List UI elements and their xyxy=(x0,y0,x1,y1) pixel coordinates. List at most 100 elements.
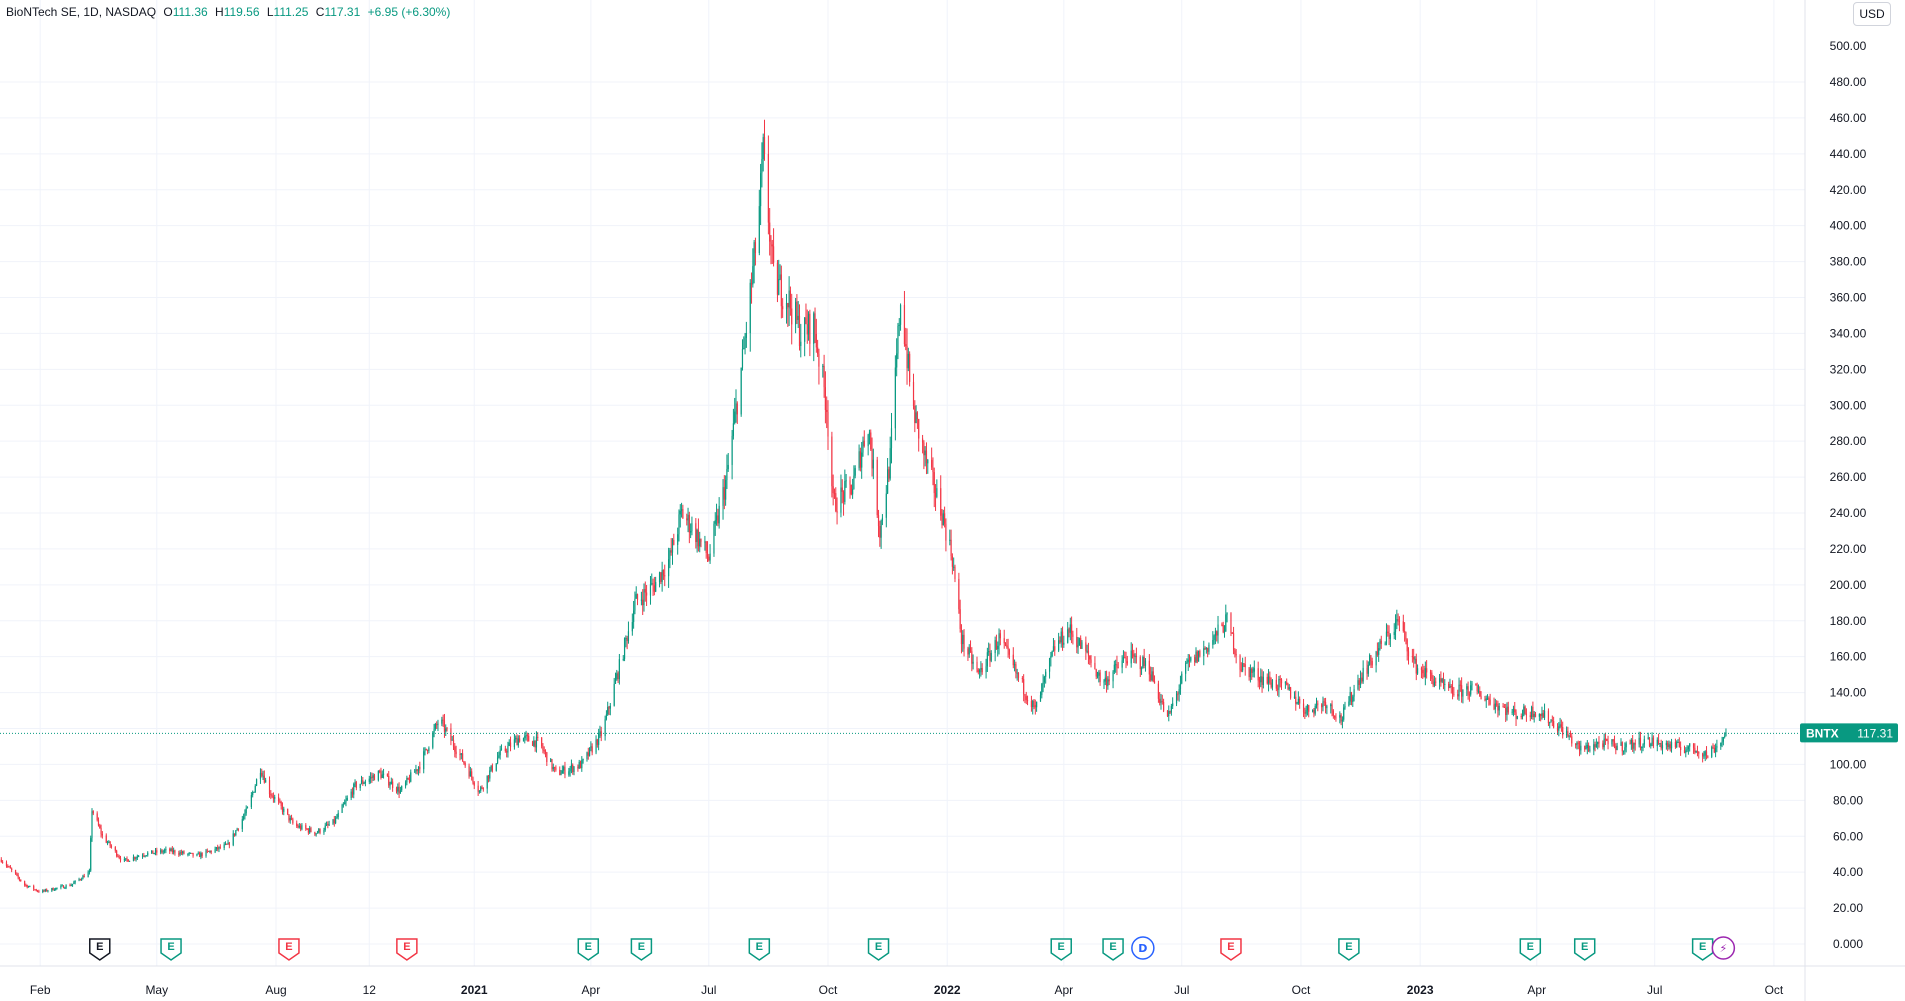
candle-body xyxy=(972,661,974,664)
candle-body xyxy=(945,523,947,541)
candle-body xyxy=(1235,654,1237,656)
candle-body xyxy=(1515,712,1517,719)
candle-body xyxy=(1494,703,1496,710)
candle-body xyxy=(1279,678,1281,680)
earnings-marker[interactable]: E xyxy=(1102,938,1124,961)
candle-body xyxy=(971,651,973,664)
candle-body xyxy=(183,851,185,854)
earnings-marker[interactable]: E xyxy=(396,938,418,961)
candle-body xyxy=(1297,698,1299,704)
candle-body xyxy=(678,514,680,535)
candle-body xyxy=(332,819,334,825)
earnings-marker[interactable]: E xyxy=(1220,938,1242,961)
candle-body xyxy=(636,594,639,600)
earnings-marker[interactable]: E xyxy=(160,938,182,961)
symbol-name[interactable]: BioNTech SE, 1D, NASDAQ xyxy=(6,5,157,19)
candle-body xyxy=(772,246,775,263)
candle-body xyxy=(526,735,528,737)
candle-body xyxy=(1632,739,1634,749)
earnings-marker[interactable]: E xyxy=(577,938,600,961)
candle-body xyxy=(219,846,221,848)
candle-body xyxy=(265,780,267,783)
x-tick-label: 12 xyxy=(363,983,377,997)
candle-body xyxy=(433,728,435,733)
candle-body xyxy=(962,634,964,645)
candle-body xyxy=(1459,684,1461,686)
earnings-marker[interactable]: E xyxy=(748,938,771,961)
candle-body xyxy=(1638,737,1640,745)
candle-body xyxy=(1161,701,1163,703)
high-label: H xyxy=(215,5,224,19)
symbol-legend: BioNTech SE, 1D, NASDAQ O111.36 H119.56 … xyxy=(6,5,454,19)
candle-body xyxy=(1533,713,1535,717)
candle-body xyxy=(1063,642,1065,645)
candle-body xyxy=(1115,664,1117,666)
candle-body xyxy=(1122,657,1125,661)
candle-body xyxy=(1498,705,1500,711)
candle-body xyxy=(218,846,220,850)
candle-body xyxy=(1376,651,1378,655)
earnings-marker[interactable]: E xyxy=(630,938,653,961)
candle-body xyxy=(915,412,917,424)
candle-body xyxy=(1190,657,1192,661)
candle-body xyxy=(862,440,864,453)
candle-body xyxy=(261,772,263,776)
candle-body xyxy=(591,746,593,753)
candle-body xyxy=(789,290,792,309)
dividend-marker[interactable]: D xyxy=(1131,936,1155,960)
candle-body xyxy=(1344,706,1346,708)
split-marker[interactable]: ⚡ xyxy=(1711,936,1736,960)
earnings-marker[interactable]: E xyxy=(867,938,890,961)
candle-body xyxy=(1512,708,1515,712)
candle-body xyxy=(1280,679,1283,684)
candle-body xyxy=(327,824,329,826)
candle-body xyxy=(779,274,781,279)
earnings-marker[interactable]: E xyxy=(1519,938,1542,961)
time-axis[interactable]: Feb May Aug 12 2021 Apr Jul Oct 2022 Apr Jul Oct 202… xyxy=(30,983,1784,997)
candle-body xyxy=(469,771,471,777)
earnings-marker[interactable]: E xyxy=(1573,938,1596,961)
candle-body xyxy=(1525,713,1528,716)
earnings-marker[interactable]: E xyxy=(89,938,111,961)
candle-body xyxy=(1324,702,1327,709)
price-axis[interactable]: 0.00020.0040.0060.0080.00100.00120.00140… xyxy=(1830,39,1867,951)
earnings-marker-label: E xyxy=(1527,941,1534,953)
candle-body xyxy=(1108,679,1110,682)
candle-body xyxy=(1416,668,1419,674)
earnings-marker[interactable]: E xyxy=(278,938,300,961)
candle-body xyxy=(1520,716,1522,718)
candle-body xyxy=(188,852,190,854)
candle-body xyxy=(1323,701,1325,703)
candle-body xyxy=(1524,706,1526,714)
candle-body xyxy=(161,850,163,853)
currency-button[interactable]: USD xyxy=(1853,2,1891,26)
candle-body xyxy=(623,638,626,659)
earnings-marker[interactable]: E xyxy=(1691,938,1714,961)
y-tick-label: 240.00 xyxy=(1830,506,1867,520)
candle-body xyxy=(344,802,346,805)
earnings-marker[interactable]: E xyxy=(1338,938,1360,961)
candle-body xyxy=(907,353,909,369)
candle-body xyxy=(307,829,309,833)
candle-body xyxy=(1226,613,1228,615)
earnings-marker-label: E xyxy=(167,941,174,953)
candle-body xyxy=(822,365,824,367)
candle-body xyxy=(404,782,407,787)
x-tick-label: May xyxy=(145,983,168,997)
candle-body xyxy=(953,566,955,568)
candle-body xyxy=(1181,673,1183,684)
candle-body xyxy=(723,487,725,500)
candle-body xyxy=(481,787,483,789)
open-label: O xyxy=(163,5,173,19)
candle-body xyxy=(706,553,709,557)
candle-body xyxy=(622,658,624,660)
candle-body xyxy=(252,792,254,796)
candle-body xyxy=(1378,648,1380,655)
earnings-marker[interactable]: E xyxy=(1050,938,1072,961)
candle-body xyxy=(298,825,300,828)
y-tick-label: 340.00 xyxy=(1830,326,1867,340)
earnings-marker-label: E xyxy=(1581,941,1588,953)
candle-body xyxy=(653,585,655,592)
candle-body xyxy=(372,775,374,778)
